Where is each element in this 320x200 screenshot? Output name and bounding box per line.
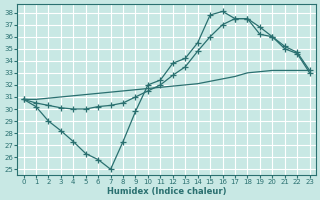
X-axis label: Humidex (Indice chaleur): Humidex (Indice chaleur) [107,187,226,196]
